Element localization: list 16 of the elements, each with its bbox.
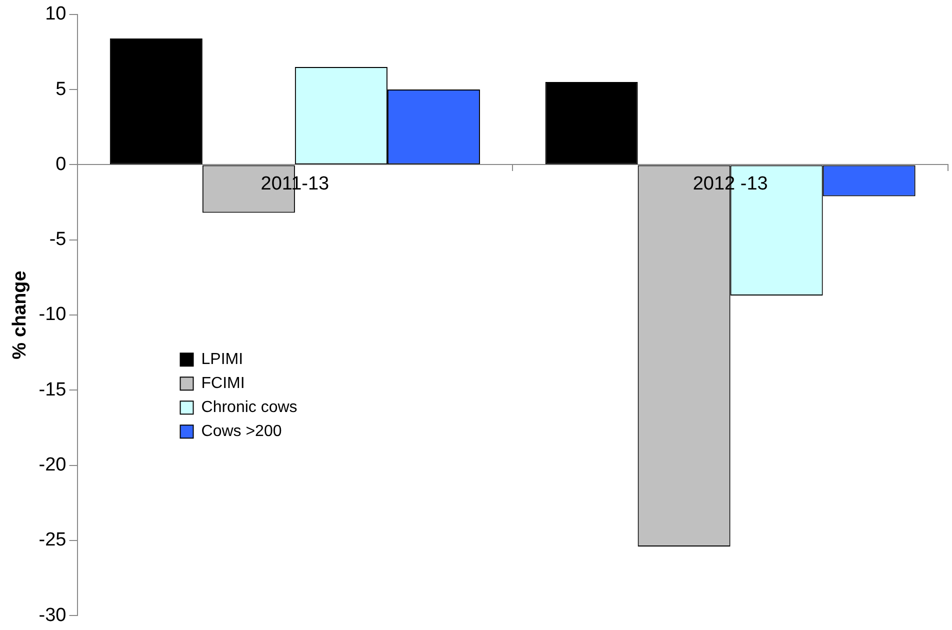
y-axis-title: % change bbox=[10, 270, 31, 360]
bar bbox=[110, 38, 202, 164]
legend-label: LPIMI bbox=[201, 351, 244, 368]
y-tick-label: 10 bbox=[45, 4, 66, 25]
legend-label: FCIMI bbox=[201, 375, 245, 392]
bar bbox=[545, 82, 638, 164]
y-tick-label: -15 bbox=[38, 379, 66, 400]
legend-label: Cows >200 bbox=[201, 423, 282, 440]
y-tick-label: -20 bbox=[38, 454, 66, 476]
y-tick-label: -30 bbox=[38, 604, 66, 626]
y-tick-label: -5 bbox=[49, 229, 66, 250]
y-tick-label: -25 bbox=[38, 530, 66, 551]
y-tick-label: 0 bbox=[56, 154, 66, 175]
legend-label: Chronic cows bbox=[201, 399, 298, 416]
y-tick-label: 5 bbox=[56, 78, 66, 100]
y-tick-label: -10 bbox=[38, 304, 66, 326]
